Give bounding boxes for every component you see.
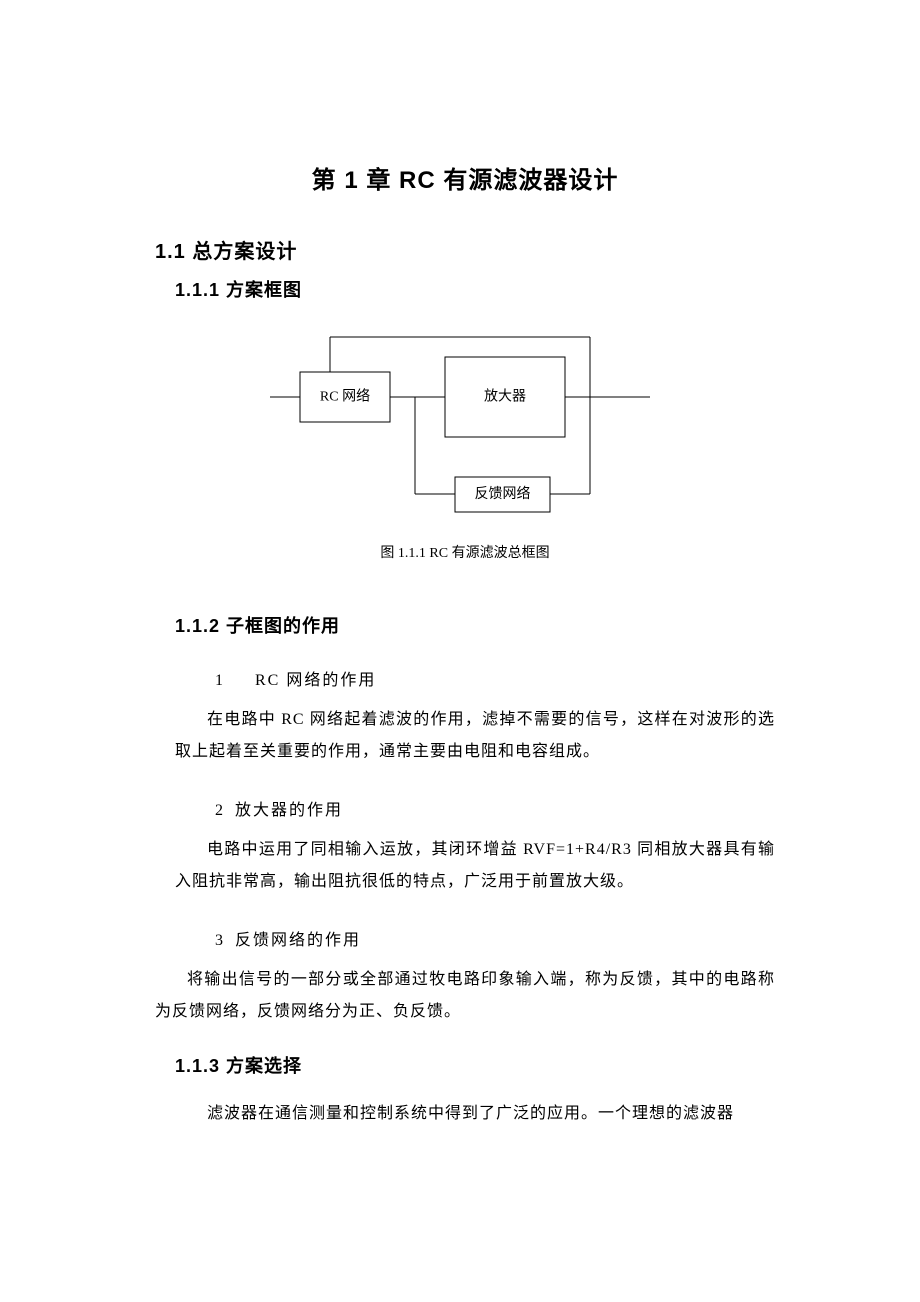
sub1-body: 在电路中 RC 网络起着滤波的作用，滤掉不需要的信号，这样在对波形的选取上起着至…: [175, 704, 775, 768]
svg-text:RC 网络: RC 网络: [320, 389, 370, 405]
sub3-title: 反馈网络的作用: [235, 932, 361, 949]
sub3-heading: 3反馈网络的作用: [215, 926, 775, 950]
sub2-number: 2: [215, 802, 235, 820]
section-1-1-heading: 1.1 总方案设计: [155, 235, 775, 264]
section-1-1-1-heading: 1.1.1 方案框图: [175, 276, 775, 302]
svg-text:反馈网络: 反馈网络: [475, 486, 531, 502]
block-diagram: RC 网络 放大器反馈网络 图 1.1.1 RC 有源滤波总框图: [155, 332, 775, 562]
section-1-1-3-heading: 1.1.3 方案选择: [175, 1052, 775, 1078]
sub1-heading: 1RC 网络的作用: [215, 666, 775, 690]
sub2-title: 放大器的作用: [235, 802, 343, 819]
document-page: 第 1 章 RC 有源滤波器设计 1.1 总方案设计 1.1.1 方案框图 RC…: [0, 0, 920, 1130]
sub1-number: 1: [215, 672, 255, 690]
flowchart-svg: RC 网络 放大器反馈网络: [270, 332, 660, 532]
sub2-heading: 2放大器的作用: [215, 796, 775, 820]
chapter-title: 第 1 章 RC 有源滤波器设计: [155, 160, 775, 195]
diagram-caption: 图 1.1.1 RC 有源滤波总框图: [380, 542, 549, 562]
svg-text:放大器: 放大器: [484, 389, 526, 405]
section-1-1-2-heading: 1.1.2 子框图的作用: [175, 612, 775, 638]
sub3-body: 将输出信号的一部分或全部通过牧电路印象输入端，称为反馈，其中的电路称为反馈网络，…: [155, 964, 775, 1028]
body-1-1-3: 滤波器在通信测量和控制系统中得到了广泛的应用。一个理想的滤波器: [175, 1098, 775, 1130]
sub3-number: 3: [215, 932, 235, 950]
sub2-body: 电路中运用了同相输入运放，其闭环增益 RVF=1+R4/R3 同相放大器具有输入…: [175, 834, 775, 898]
sub1-title: RC 网络的作用: [255, 672, 376, 689]
